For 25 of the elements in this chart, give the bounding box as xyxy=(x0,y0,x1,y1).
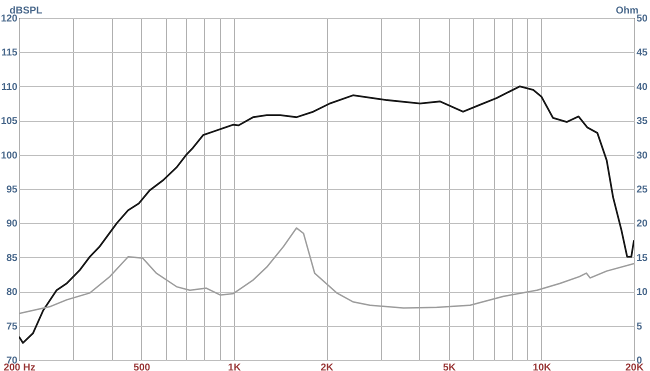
y2-tick-label: 40 xyxy=(636,82,648,93)
y-tick-label: 105 xyxy=(0,116,18,128)
y2-tick-label: 30 xyxy=(636,150,648,162)
x-tick-label: 500 xyxy=(134,362,151,371)
x-tick-label: 10K xyxy=(532,362,552,371)
y2-tick-label: 20 xyxy=(636,218,648,230)
y2-tick-label: 50 xyxy=(636,14,648,24)
y-tick-label: 95 xyxy=(6,184,18,196)
y2-tick-label: 25 xyxy=(636,184,648,196)
y-tick-label: 110 xyxy=(1,82,18,93)
y-tick-label: 120 xyxy=(0,14,18,24)
y2-tick-label: 10 xyxy=(636,287,648,298)
y-tick-label: 80 xyxy=(6,287,18,298)
x-tick-label: 1K xyxy=(228,362,242,371)
y-tick-label: 100 xyxy=(0,150,18,162)
y-tick-label: 85 xyxy=(6,252,18,264)
y-tick-label: 90 xyxy=(6,218,18,230)
y2-tick-label: 15 xyxy=(636,252,648,264)
x-tick-label: 2K xyxy=(320,362,334,371)
y-tick-label: 75 xyxy=(6,321,18,332)
y2-tick-label: 35 xyxy=(636,116,648,128)
y-tick-label: 115 xyxy=(1,48,18,59)
y2-tick-label: 5 xyxy=(636,321,642,332)
y2-tick-label: 45 xyxy=(636,48,648,59)
x-tick-label: 5K xyxy=(442,362,457,371)
